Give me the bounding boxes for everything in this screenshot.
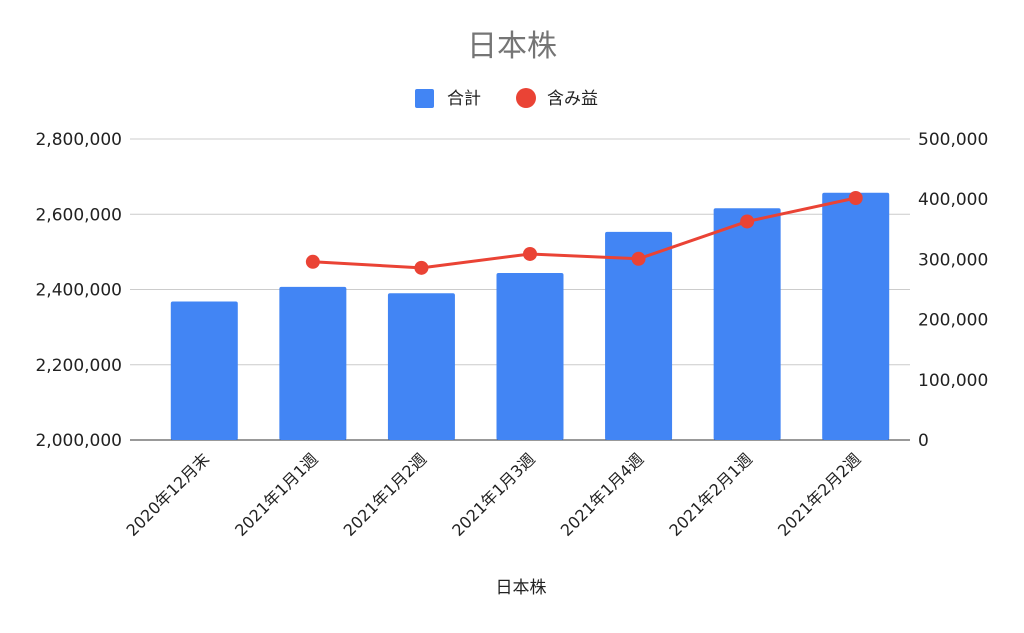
legend-label-unrealized-gain: 含み益 [547, 89, 598, 109]
right-axis-tick-label: 0 [918, 431, 929, 451]
line-series-unrealized-gain [305, 190, 863, 275]
bar-total [387, 293, 455, 440]
left-axis-tick-label: 2,000,000 [35, 431, 122, 451]
legend-swatch-unrealized-gain [516, 88, 536, 108]
right-axis-tick-label: 500,000 [918, 130, 988, 150]
bar-total [496, 272, 564, 440]
x-axis-category-label: 2021年1月2週 [340, 449, 431, 540]
x-axis-title: 日本株 [496, 578, 547, 598]
left-axis-tick-label: 2,800,000 [35, 130, 122, 150]
x-axis-category-label: 2021年2月2週 [774, 449, 865, 540]
x-axis-category-label: 2020年12月末 [123, 449, 214, 540]
left-axis-tick-label: 2,200,000 [35, 356, 122, 376]
left-axis-tick-label: 2,600,000 [35, 205, 122, 225]
bar-total [713, 208, 781, 440]
right-axis-tick-label: 200,000 [918, 311, 988, 331]
x-axis-category-label: 2021年1月1週 [231, 449, 322, 540]
point-unrealized-gain [740, 214, 755, 229]
point-unrealized-gain [631, 251, 646, 266]
bar-total [279, 286, 347, 440]
x-axis-category-label: 2021年1月4週 [557, 449, 648, 540]
right-axis-tick-label: 100,000 [918, 371, 988, 391]
bar-series-total [170, 192, 890, 440]
bar-total [822, 192, 890, 440]
x-axis-category-label: 2021年2月1週 [665, 449, 756, 540]
right-axis-tick-label: 400,000 [918, 190, 988, 210]
legend-label-total: 合計 [447, 89, 481, 109]
point-unrealized-gain [848, 190, 863, 205]
legend: 合計 含み益 [415, 88, 598, 109]
legend-swatch-total [415, 89, 434, 108]
x-axis-category-label: 2021年1月3週 [448, 449, 539, 540]
point-unrealized-gain [414, 260, 429, 275]
x-axis-category-labels: 2020年12月末 2021年1月1週 2021年1月2週 2021年1月3週 2021… [123, 449, 865, 540]
bar-total [605, 231, 673, 440]
right-axis-ticks: 0 100,000 200,000 300,000 400,000 500,000 [918, 130, 988, 451]
left-axis-ticks: 2,000,000 2,200,000 2,400,000 2,600,000 2,80… [35, 130, 122, 451]
chart-title: 日本株 [467, 29, 557, 64]
point-unrealized-gain [523, 246, 537, 261]
left-axis-tick-label: 2,400,000 [35, 281, 122, 301]
bar-total [170, 301, 238, 440]
point-unrealized-gain [305, 254, 320, 269]
line-unrealized-gain [312, 196, 857, 270]
right-axis-tick-label: 300,000 [918, 250, 988, 270]
